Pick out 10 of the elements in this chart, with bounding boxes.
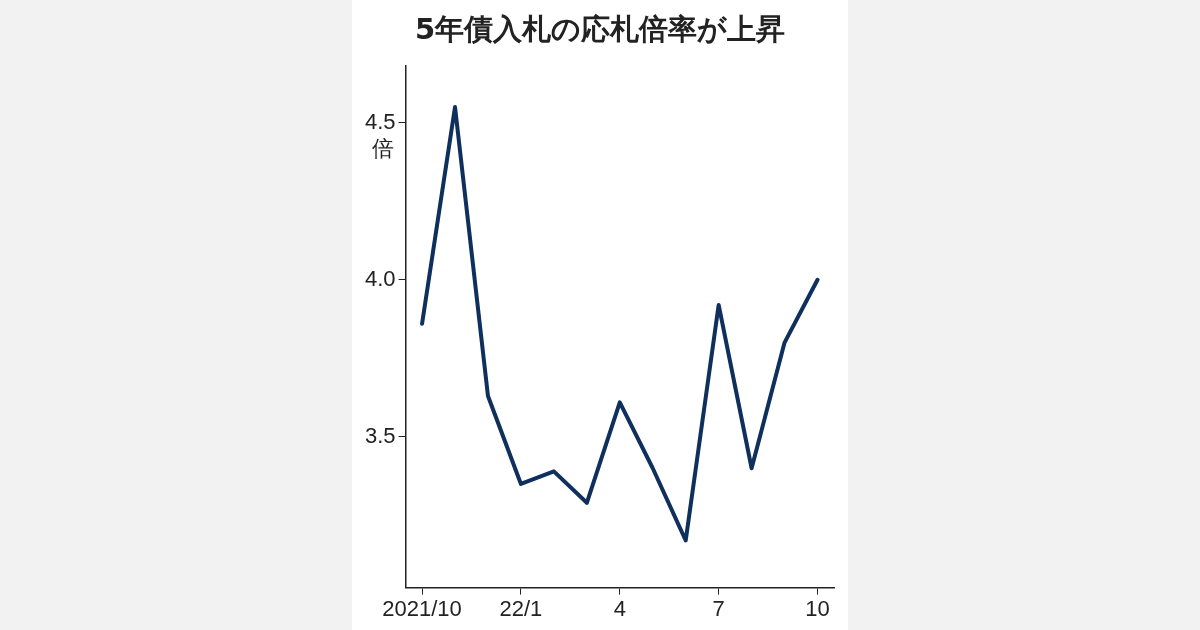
y-tick-label: 3.5 [364,422,396,448]
x-tick-label: 10 [805,595,830,621]
x-tick-label: 4 [613,595,626,621]
x-tick-label: 22/1 [499,595,543,621]
chart-title: 5年債入札の応札倍率が上昇 [413,11,787,48]
x-tick-label: 7 [712,595,725,621]
x-tick-label: 2021/10 [382,595,462,621]
y-axis-title: 倍 [371,136,394,162]
y-tick-label: 4.0 [364,265,396,291]
y-tick-label: 4.5 [364,108,396,134]
